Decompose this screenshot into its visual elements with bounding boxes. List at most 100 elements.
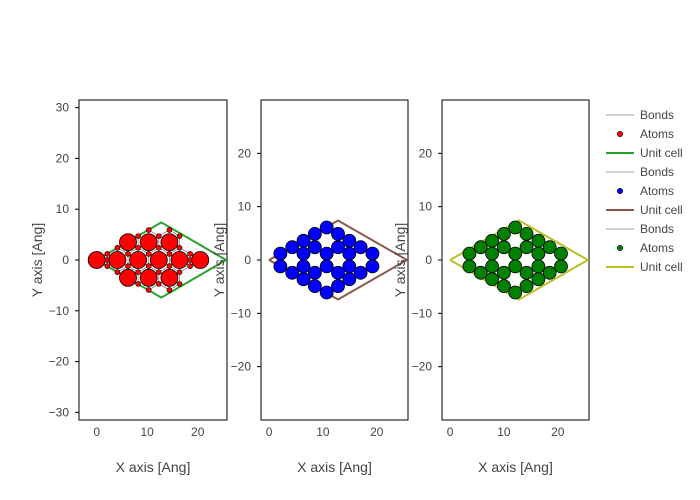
atom-point: [273, 259, 288, 274]
atom-point: [307, 279, 322, 294]
atom-point: [273, 246, 288, 261]
atom-point: [296, 233, 311, 248]
atom-point: [497, 240, 511, 255]
atom-point: [145, 287, 152, 293]
legend-label: Atoms: [640, 241, 674, 255]
atom-point: [191, 251, 210, 269]
atom-point: [156, 281, 162, 287]
atom-point: [319, 246, 334, 261]
atom-point: [542, 240, 557, 255]
subplot-2: 0 10 20 −20 −10 0 10 20 X axis [Ang] Y axis [Ang]: [211, 99, 409, 475]
legend-label: Bonds: [640, 108, 674, 122]
atom-point: [170, 251, 189, 269]
atom-point: [139, 268, 158, 287]
atom-point: [519, 279, 534, 294]
plot-area: [449, 219, 589, 301]
atom-point: [149, 251, 168, 269]
x-axis-title: X axis [Ang]: [297, 459, 372, 475]
subplot-1: 0 10 20 −30 −20 −10 0 10 20 30 X axis [Ang] Y axis …: [29, 99, 228, 475]
x-tick-label: 20: [191, 425, 205, 439]
atom-point: [342, 246, 357, 261]
legend-item: Bonds: [606, 108, 674, 122]
atom-point: [135, 281, 141, 287]
atom-point: [135, 245, 141, 251]
atom-point: [485, 259, 499, 274]
legend-item: Atoms: [616, 241, 674, 255]
atom-point: [145, 227, 152, 233]
y-tick-label: 20: [238, 146, 252, 160]
x-tick-label: 10: [497, 425, 511, 439]
atom-point: [319, 220, 334, 235]
atom-point: [114, 245, 121, 251]
atom-point: [119, 268, 137, 287]
legend-item: Unit cell: [606, 146, 683, 160]
atom-point: [156, 269, 162, 275]
y-tick-label: −30: [49, 405, 70, 419]
atom-point: [485, 246, 499, 261]
atom-point: [176, 245, 183, 251]
atom-point: [462, 259, 477, 274]
legend-item: Bonds: [606, 222, 674, 236]
atom-point: [285, 265, 300, 280]
atom-point: [166, 251, 173, 257]
atom-point: [331, 279, 345, 294]
legend-label: Bonds: [640, 165, 674, 179]
y-axis-title: Y axis [Ang]: [392, 223, 408, 297]
x-tick-label: 0: [93, 425, 100, 439]
atom-point: [125, 263, 131, 269]
legend-marker: [616, 245, 623, 252]
atom-point: [508, 246, 523, 261]
x-axis-title: X axis [Ang]: [116, 459, 191, 475]
y-tick-label: 0: [244, 253, 251, 267]
atom-point: [531, 233, 546, 248]
y-tick-label: −20: [412, 360, 433, 374]
atom-point: [145, 263, 152, 269]
y-tick-label: 10: [56, 202, 70, 216]
atom-point: [156, 245, 162, 251]
y-tick-label: 30: [56, 101, 70, 115]
atom-point: [296, 259, 311, 274]
atom-point: [342, 233, 357, 248]
atom-point: [160, 233, 179, 252]
atom-point: [531, 259, 546, 274]
atom-point: [125, 251, 131, 257]
atom-point: [176, 281, 183, 287]
legend-item: Bonds: [606, 165, 674, 179]
legend-item: Atoms: [616, 184, 674, 198]
atom-point: [307, 265, 322, 280]
atom-point: [187, 251, 193, 257]
x-tick-label: 0: [447, 425, 454, 439]
atom-point: [554, 246, 568, 261]
plot-frame: [260, 99, 409, 421]
atom-point: [353, 265, 368, 280]
plot-area: [87, 221, 227, 299]
x-tick-label: 0: [266, 425, 273, 439]
atom-point: [307, 240, 322, 255]
y-axis-title: Y axis [Ang]: [29, 223, 45, 297]
legend-item: Atoms: [616, 127, 674, 141]
atom-point: [166, 287, 173, 293]
atom-point: [519, 240, 534, 255]
atom-point: [497, 226, 511, 241]
atom-point: [508, 259, 523, 274]
atom-point: [331, 240, 345, 255]
atom-point: [87, 251, 106, 269]
y-tick-label: 10: [238, 200, 252, 214]
atom-point: [160, 268, 179, 287]
y-tick-label: −20: [231, 360, 252, 374]
x-tick-label: 20: [370, 425, 384, 439]
y-tick-label: 20: [56, 151, 70, 165]
atom-point: [319, 285, 334, 300]
atom-point: [104, 263, 111, 269]
atom-point: [156, 233, 162, 239]
y-tick-label: 10: [419, 200, 433, 214]
y-tick-label: 0: [62, 253, 69, 267]
atom-point: [485, 272, 499, 287]
atom-point: [166, 263, 173, 269]
atom-point: [166, 227, 173, 233]
legend-marker: [616, 131, 623, 138]
atom-point: [331, 265, 345, 280]
legend-label: Unit cell: [640, 146, 683, 160]
atom-point: [129, 251, 147, 269]
